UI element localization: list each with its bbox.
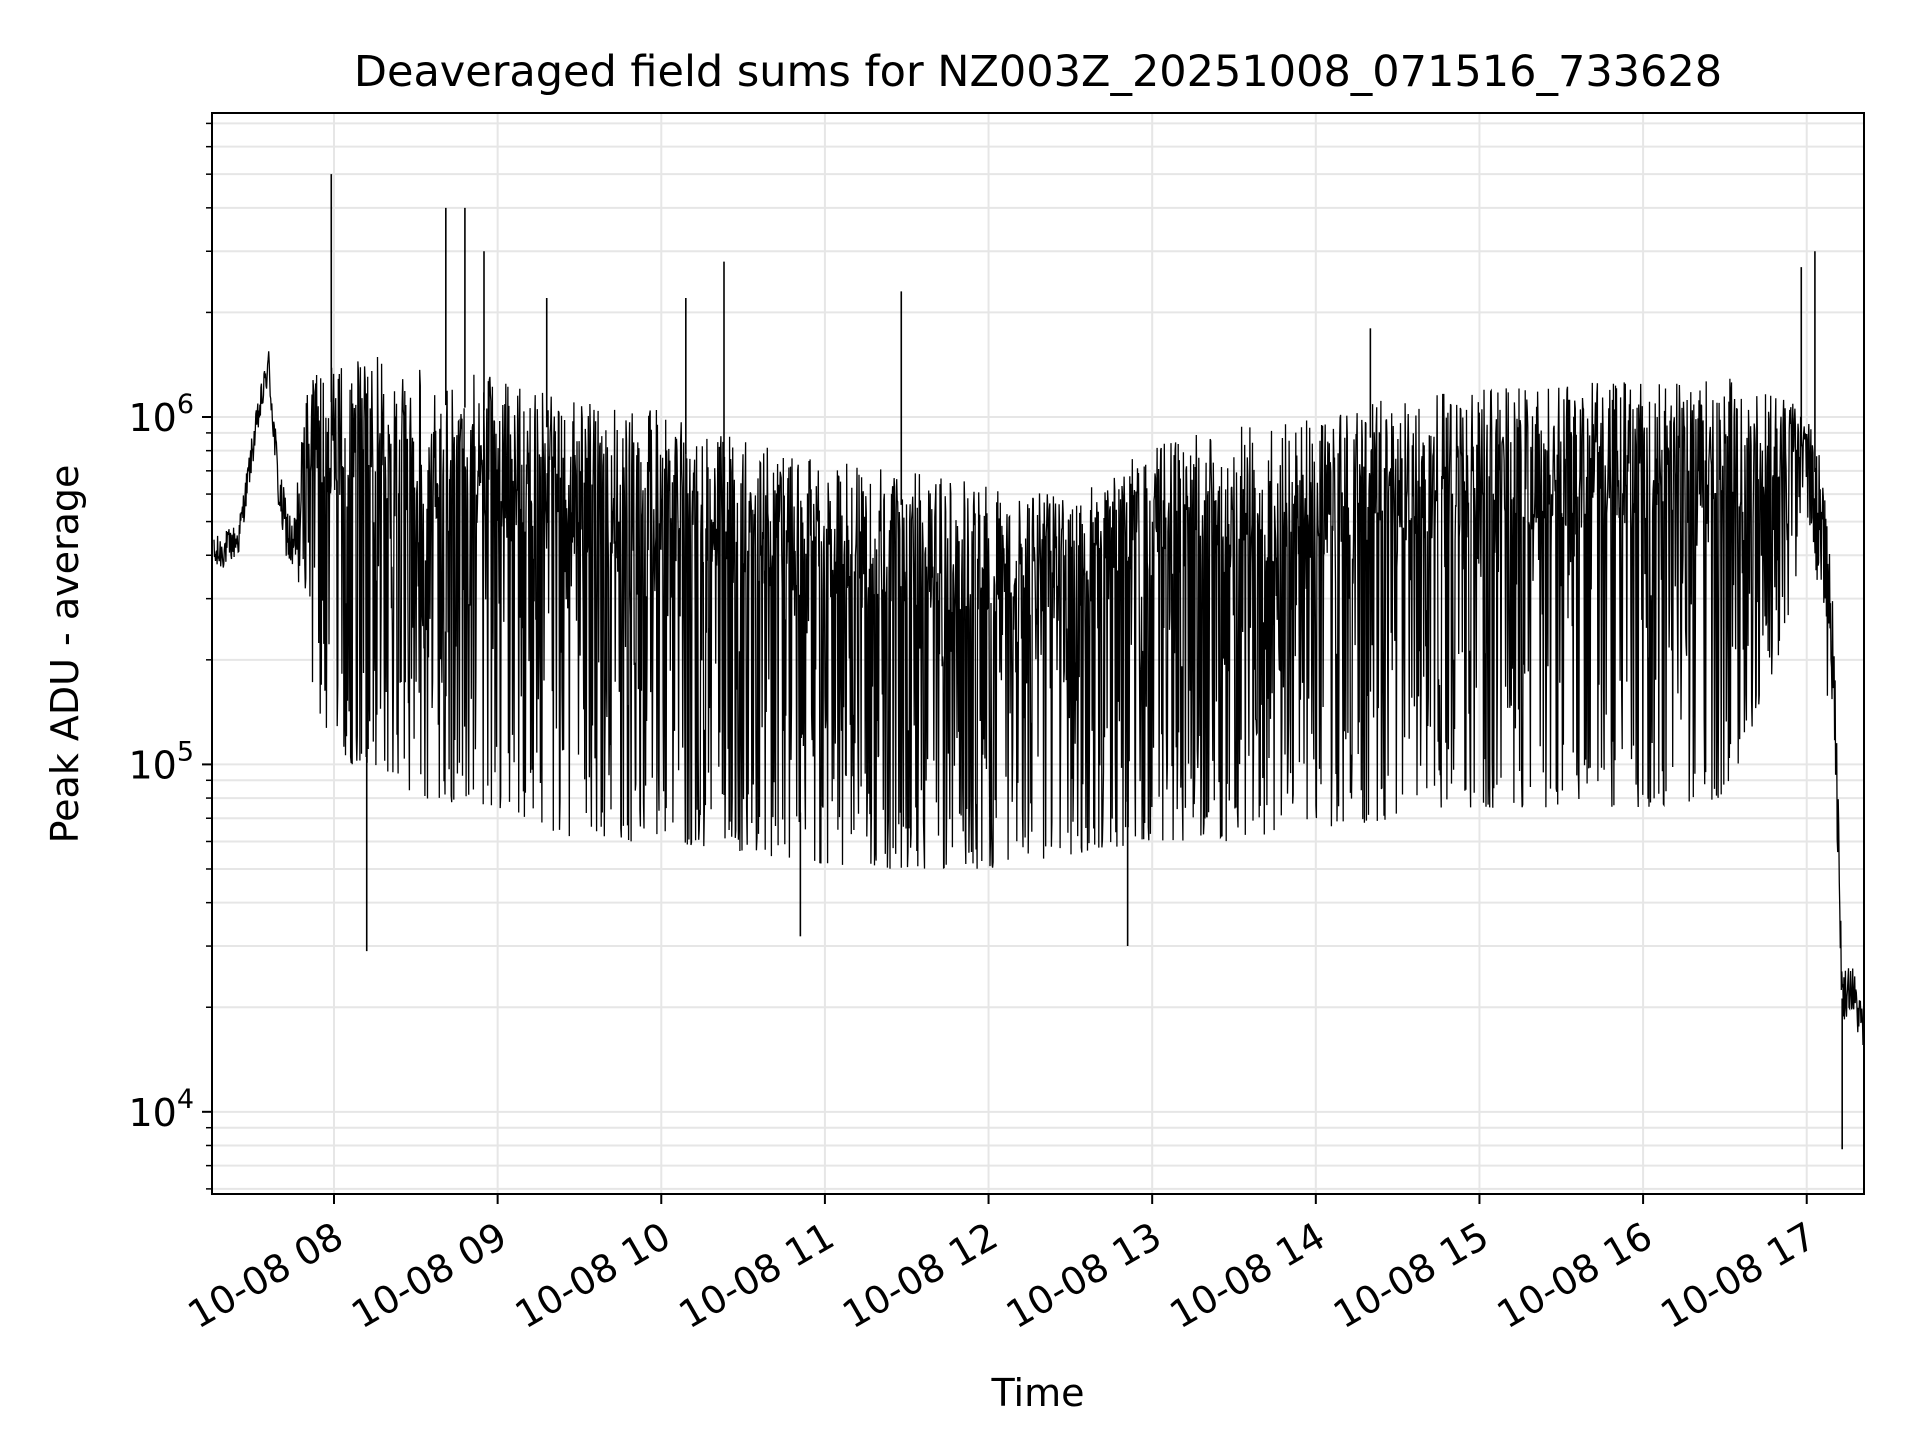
y-tick-label: 106 [128, 389, 194, 440]
y-tick-label: 104 [128, 1084, 194, 1135]
data-layer [213, 174, 1865, 1150]
y-tick-label: 105 [128, 736, 194, 787]
x-axis-label: Time [991, 1371, 1085, 1415]
series-line [213, 351, 1865, 1046]
plot-frame [211, 112, 1865, 1195]
y-axis-label: Peak ADU - average [43, 465, 87, 844]
grid-lines [212, 113, 1864, 1194]
chart-title: Deaveraged field sums for NZ003Z_2025100… [354, 47, 1722, 97]
